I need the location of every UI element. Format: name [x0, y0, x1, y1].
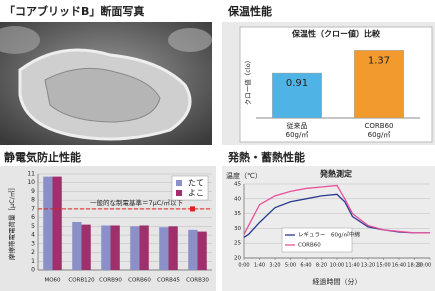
x-tick-label: CORB90 [99, 278, 122, 284]
y-tick-label: 8 [31, 197, 35, 204]
bar [43, 177, 52, 270]
page: 「コアブリッドB」断面写真 保温性能保温性（クロー値）比較クロー値（clo） 従来… [0, 0, 435, 291]
y-axis-label: 摩擦帯電電荷量［μC/㎡］ [7, 184, 16, 260]
legend-label: CORB60 [298, 243, 321, 249]
x-tick-label: 6:40 [300, 263, 311, 269]
x-axis-label: 経過時間（分） [313, 277, 362, 286]
bar [72, 222, 81, 270]
x-tick-label: 8:20 [316, 263, 327, 269]
legend-label: レギュラー 60g/㎡中綿 [298, 231, 360, 239]
x-tick-label: 15:00 [376, 263, 390, 269]
x-tick-label: 11:40 [345, 263, 359, 269]
x-tick-label: CORB120 [68, 278, 95, 284]
legend-label: たて [188, 179, 204, 188]
y-tick-label: 6 [31, 214, 35, 221]
y-tick-label: 11 [27, 171, 35, 178]
y-tick-label: 35 [234, 211, 241, 217]
y-tick-label: 45 [234, 182, 241, 188]
photo-title: 「コアブリッドB」断面写真 [4, 4, 144, 18]
bar [188, 230, 197, 270]
x-tick-label: CORB60 [365, 122, 394, 130]
x-tick-label: 3:20 [269, 263, 280, 269]
bar [140, 225, 149, 270]
x-tick-label: 従来品 [287, 121, 308, 130]
x-tick-label: 0:00 [238, 263, 249, 269]
x-tick-label: MO60 [44, 278, 61, 284]
y-tick-label: 10 [27, 179, 35, 186]
chart-title: 発熱測定 [319, 169, 352, 179]
x-tick-label: 16:40 [392, 263, 406, 269]
y-tick-label: 25 [234, 241, 241, 247]
x-tick-label: CORB45 [157, 278, 180, 284]
legend-label: よこ [188, 189, 204, 198]
section-heading: 静電気防止性能 [4, 150, 81, 164]
y-axis-label: クロー値（clo） [243, 57, 252, 105]
reference-label: 一般的な制電基準＝7μC/㎡以下 [90, 198, 183, 207]
x-tick-label: 60g/㎡ [286, 131, 309, 139]
x-tick-label: 60g/㎡ [368, 131, 391, 139]
legend-swatch [176, 190, 182, 196]
value-label: 1.37 [368, 55, 390, 66]
y-tick-label: 20 [234, 256, 241, 262]
y-tick-label: 40 [234, 196, 241, 202]
reference-marker [190, 206, 195, 211]
y-axis-label: 温度（℃） [226, 171, 262, 180]
bar [198, 232, 207, 270]
bar [130, 226, 139, 270]
x-tick-label: CORB30 [186, 278, 209, 284]
x-tick-label: 10:00 [330, 263, 344, 269]
x-tick-label: 1:40 [254, 263, 265, 269]
y-tick-label: 7 [31, 205, 35, 212]
section-heading: 保温性能 [227, 4, 272, 18]
bar [169, 226, 178, 270]
y-tick-label: 30 [234, 226, 241, 232]
bar [101, 225, 110, 270]
y-tick-label: 1 [31, 258, 35, 265]
x-tick-label: CORB60 [128, 278, 151, 284]
y-tick-label: 3 [31, 240, 35, 247]
y-tick-label: 9 [31, 188, 35, 195]
x-tick-label: 5:00 [285, 263, 296, 269]
legend-swatch [176, 180, 182, 186]
photo [0, 22, 212, 145]
value-label: 0.91 [286, 78, 308, 89]
y-tick-label: 4 [31, 232, 35, 239]
section-heading: 発熱・蓄熱性能 [227, 150, 305, 164]
y-tick-label: 2 [31, 249, 35, 256]
x-tick-label: 20:00 [417, 263, 431, 269]
bar [159, 227, 168, 270]
bar [53, 177, 62, 270]
bar [111, 225, 120, 270]
y-tick-label: 5 [31, 223, 35, 230]
bar [82, 225, 91, 270]
chart-title: 保温性（クロー値）比較 [291, 29, 381, 39]
x-tick-label: 13:20 [361, 263, 375, 269]
y-tick-label: 0 [31, 267, 35, 274]
